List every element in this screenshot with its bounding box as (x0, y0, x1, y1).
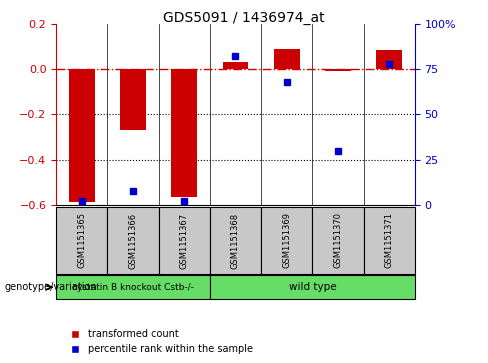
Bar (56, 275, 210, 299)
Bar (376, 50, 402, 69)
Text: GSM1151365: GSM1151365 (77, 212, 86, 269)
Bar (261, 207, 312, 274)
Text: GSM1151369: GSM1151369 (282, 212, 291, 269)
Bar (120, 69, 146, 130)
Text: wild type: wild type (288, 282, 336, 292)
Bar (210, 207, 261, 274)
Bar (312, 207, 364, 274)
Text: GSM1151366: GSM1151366 (128, 212, 138, 269)
Bar (69, 69, 95, 202)
Text: cystatin B knockout Cstb-/-: cystatin B knockout Cstb-/- (72, 283, 194, 291)
Bar (325, 69, 351, 71)
Bar (159, 207, 210, 274)
Bar (107, 207, 159, 274)
Bar (56, 207, 107, 274)
Text: GSM1151370: GSM1151370 (333, 212, 343, 269)
Legend: transformed count, percentile rank within the sample: transformed count, percentile rank withi… (61, 326, 257, 358)
Bar (171, 69, 197, 197)
Text: GSM1151368: GSM1151368 (231, 212, 240, 269)
Bar (364, 207, 415, 274)
Text: GSM1151371: GSM1151371 (385, 212, 394, 269)
Text: genotype/variation: genotype/variation (5, 282, 98, 292)
Text: GSM1151367: GSM1151367 (180, 212, 189, 269)
Bar (210, 275, 415, 299)
Bar (223, 62, 248, 69)
Bar (274, 49, 300, 69)
Text: GDS5091 / 1436974_at: GDS5091 / 1436974_at (163, 11, 325, 25)
